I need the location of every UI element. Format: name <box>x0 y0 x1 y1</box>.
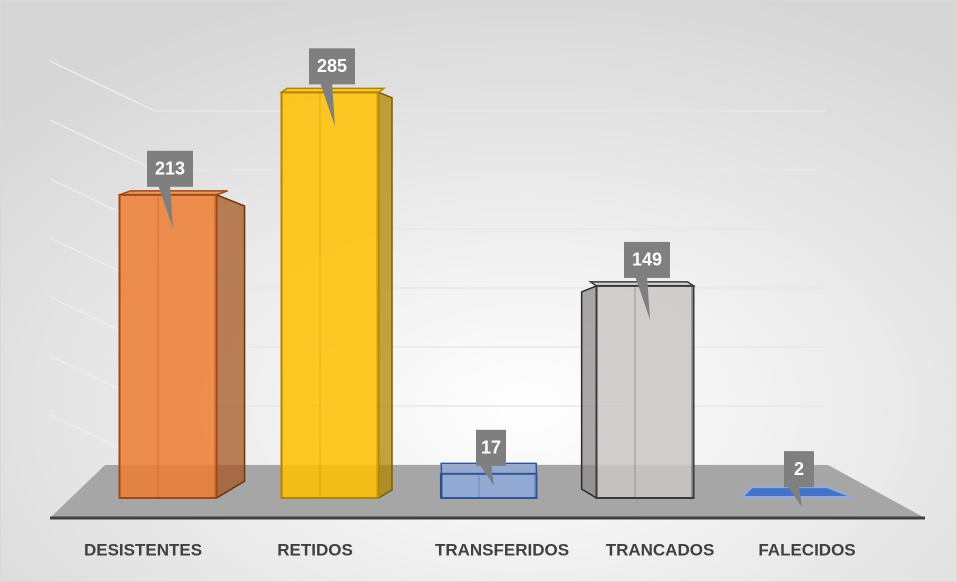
data-label: 2 <box>794 459 804 479</box>
x-tick-label: FALECIDOS <box>758 540 855 559</box>
bar-group <box>580 281 696 500</box>
data-label: 213 <box>155 159 185 179</box>
label-pointer <box>787 485 802 508</box>
x-tick-label: TRANSFERIDOS <box>435 540 569 559</box>
label-pointer <box>635 275 650 320</box>
label-box <box>624 241 670 278</box>
bar <box>595 284 695 499</box>
bar-side <box>215 193 246 500</box>
label-box <box>147 150 193 187</box>
bar <box>118 193 218 500</box>
label-pointer <box>158 184 173 229</box>
x-tick-label: RETIDOS <box>277 540 353 559</box>
bar-group <box>118 190 246 500</box>
bar <box>280 91 380 499</box>
data-label: 285 <box>317 56 347 76</box>
bar-side <box>580 284 598 500</box>
label-pointer <box>320 82 335 127</box>
grid-line-side <box>49 60 156 112</box>
bar-side <box>377 91 393 500</box>
data-label: 149 <box>632 250 662 270</box>
x-tick-label: DESISTENTES <box>84 540 202 559</box>
data-label: 17 <box>481 438 501 458</box>
label-box <box>309 48 355 85</box>
x-tick-label: TRANCADOS <box>606 540 715 559</box>
grid-line-side <box>49 119 156 171</box>
bars: DESISTENTES 213 RETIDOS 285 TRANSFERIDOS 17 TR… <box>84 48 856 559</box>
bar-group <box>439 462 538 500</box>
label-pointer <box>479 463 494 486</box>
label-box <box>476 429 506 466</box>
bar-group <box>279 87 393 500</box>
label-box <box>784 451 814 488</box>
